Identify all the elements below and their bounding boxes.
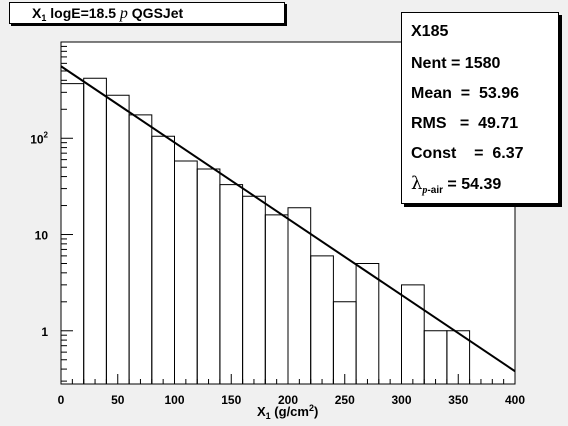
x-tick-label: 0 bbox=[58, 393, 65, 407]
stats-lambda: λp-air = 54.39 bbox=[411, 173, 502, 196]
x-tick-label: 200 bbox=[278, 393, 298, 407]
histogram-bin bbox=[446, 330, 471, 384]
y-tick-label: 102 bbox=[30, 130, 48, 146]
x-tick-label: 100 bbox=[164, 393, 184, 407]
x-tick-label: 150 bbox=[221, 393, 241, 407]
stats-box: X185 Nent = 1580 Mean = 53.96 RMS = 49.7… bbox=[401, 12, 559, 204]
x-axis-label: X1 (g/cm2) bbox=[257, 403, 318, 421]
x-tick-label: 50 bbox=[111, 393, 125, 407]
y-tick-label: 1 bbox=[41, 325, 48, 339]
x-tick-label: 250 bbox=[335, 393, 355, 407]
stats-name: X185 bbox=[411, 23, 449, 40]
stats-rms: RMS = 49.71 bbox=[411, 115, 519, 132]
stats-mean: Mean = 53.96 bbox=[411, 85, 520, 102]
x-tick-label: 350 bbox=[448, 393, 468, 407]
x-tick-label: 300 bbox=[391, 393, 411, 407]
histogram-title: X1 logE=18.5 p QGSJet bbox=[9, 2, 285, 24]
histogram-bin bbox=[355, 262, 380, 384]
stats-const: Const = 6.37 bbox=[411, 145, 524, 162]
x-tick-label: 400 bbox=[505, 393, 525, 407]
fit-line bbox=[60, 65, 516, 373]
y-tick-label: 10 bbox=[35, 229, 49, 243]
stats-nent: Nent = 1580 bbox=[411, 55, 501, 72]
